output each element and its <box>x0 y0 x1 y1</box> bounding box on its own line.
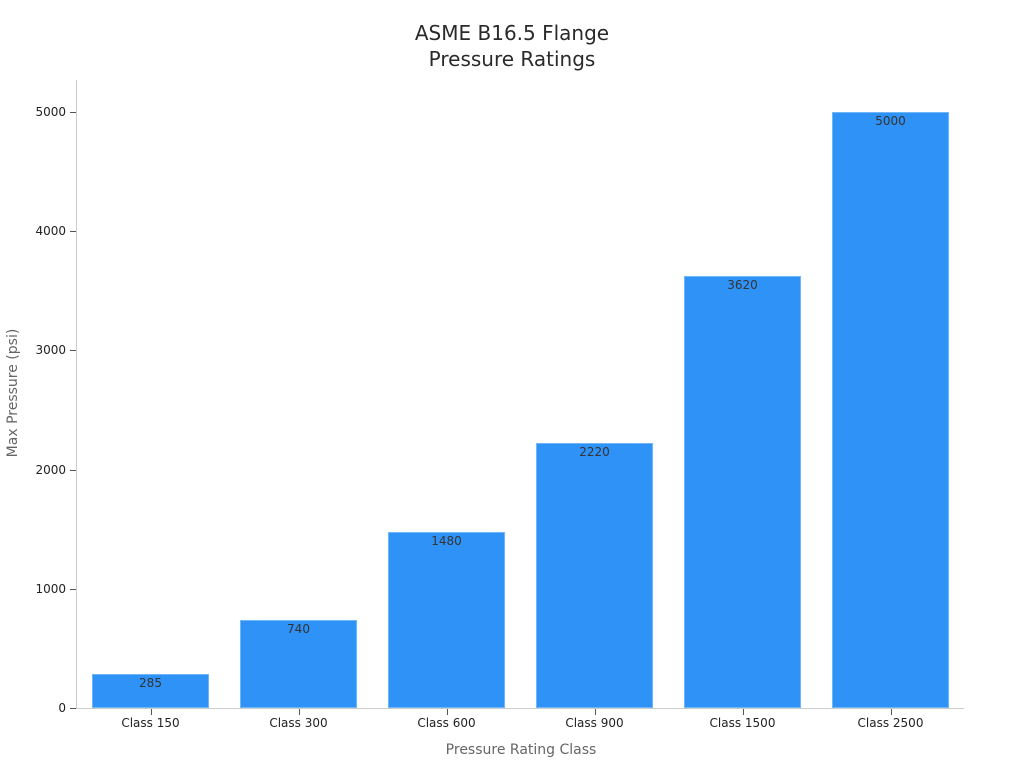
bar <box>92 674 209 708</box>
x-tick <box>594 709 596 715</box>
bar-value-label: 5000 <box>875 114 906 128</box>
x-tick-label: Class 600 <box>417 716 476 730</box>
y-tick-label: 3000 <box>35 343 66 358</box>
bar <box>536 443 653 708</box>
bar <box>240 619 357 708</box>
x-tick-label: Class 150 <box>121 716 180 730</box>
x-tick-label: Class 900 <box>565 716 624 730</box>
y-tick <box>70 231 76 233</box>
bar-value-label: 1480 <box>431 533 462 548</box>
chart-title-line-1: ASME B16.5 Flange <box>414 21 610 45</box>
bar <box>684 276 801 708</box>
y-tick-label: 4000 <box>35 224 66 239</box>
bar-value-label: 2220 <box>579 445 610 460</box>
x-axis-title: Pressure Rating Class <box>445 742 597 758</box>
y-tick-label: 5000 <box>35 105 66 119</box>
x-tick <box>742 709 744 715</box>
bar-value-label: 740 <box>287 621 310 636</box>
bar-value-label: 285 <box>139 676 162 691</box>
x-tick <box>890 709 892 715</box>
x-tick-label: Class 1500 <box>709 716 776 730</box>
bar <box>388 531 505 708</box>
y-tick <box>70 112 76 113</box>
bar <box>832 112 949 708</box>
y-tick <box>70 350 76 352</box>
chart-title-line-2: Pressure Ratings <box>428 47 596 71</box>
y-tick-label: 2000 <box>35 462 66 477</box>
y-tick-label: 1000 <box>35 581 66 596</box>
x-tick <box>446 709 448 715</box>
chart-title: ASME B16.5 Flange Pressure Ratings <box>0 20 1024 72</box>
x-tick-label: Class 300 <box>269 716 328 730</box>
bar-value-label: 3620 <box>727 278 758 293</box>
y-tick <box>70 588 76 590</box>
y-axis-line <box>76 80 77 709</box>
x-tick <box>150 709 152 715</box>
y-tick-label: 0 <box>58 701 66 715</box>
x-tick-label: Class 2500 <box>857 716 924 730</box>
x-axis-line <box>76 708 964 709</box>
x-tick <box>298 709 300 715</box>
y-tick <box>70 708 76 709</box>
y-tick <box>70 469 76 471</box>
